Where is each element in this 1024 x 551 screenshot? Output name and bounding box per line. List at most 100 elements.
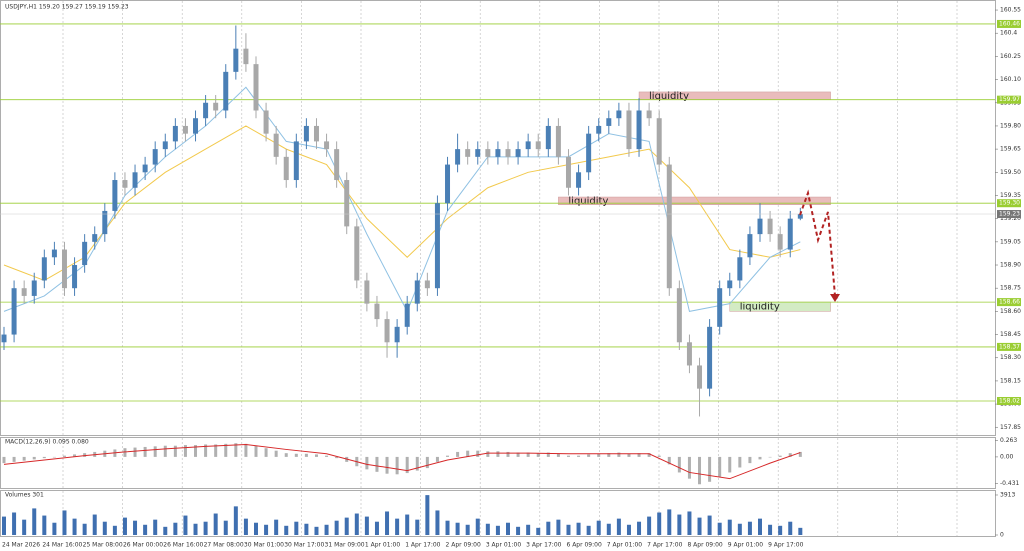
volume-bar: [243, 518, 248, 535]
macd-bar: [476, 450, 480, 457]
vertical-grid: [62, 1, 958, 536]
candle-body: [273, 133, 279, 157]
liquidity-zone: [558, 196, 831, 206]
volume-bar: [304, 523, 309, 535]
macd-bar: [506, 451, 510, 457]
candle-body: [364, 280, 370, 304]
y-tick-label: 158.90: [1000, 262, 1021, 269]
candle-body: [1, 334, 7, 343]
candle-body: [233, 48, 239, 72]
volume-bar: [506, 522, 510, 535]
volume-bar: [324, 524, 329, 535]
macd-bar: [637, 453, 641, 457]
volume-bar: [556, 519, 561, 535]
candle-body: [263, 110, 269, 134]
candle-body: [656, 118, 662, 165]
candle-body: [626, 110, 632, 150]
x-tick-label: 6 Apr 09:00: [566, 542, 601, 549]
volume-bar: [475, 518, 480, 535]
y-tick-label: 158.45: [1000, 331, 1021, 338]
candle-body: [717, 288, 723, 327]
candle-body: [334, 149, 340, 181]
y-tick-label: 159.20: [1000, 215, 1021, 222]
volume-bar: [12, 512, 17, 535]
candle-body: [72, 265, 78, 289]
candle-body: [303, 125, 309, 142]
macd-bar: [224, 443, 228, 457]
macd-bar: [264, 448, 268, 457]
volume-bar: [526, 524, 531, 535]
macd-bar: [748, 456, 752, 464]
macd-bar: [62, 455, 66, 457]
x-tick-label: 30 Mar 01:00: [244, 542, 284, 549]
candle-body: [293, 141, 299, 181]
x-tick-label: 25 Mar 08:00: [83, 542, 123, 549]
macd-bar: [456, 451, 460, 457]
macd-bar: [516, 452, 520, 457]
volume-title: Volumes 301: [5, 492, 44, 499]
macd-bar: [546, 452, 550, 457]
y-tick-label: -0.431: [1000, 480, 1020, 487]
volume-bar: [747, 521, 752, 535]
macd-bar: [556, 453, 560, 457]
level-tag: [997, 19, 1021, 28]
y-tick-label: 159.35: [1000, 192, 1021, 199]
volume-bar: [254, 522, 258, 535]
candle-body: [31, 280, 37, 296]
macd-bar: [234, 443, 238, 457]
macd-bar: [617, 452, 621, 457]
candle-body: [485, 149, 491, 157]
candle-body: [112, 180, 118, 211]
macd-bar: [768, 456, 772, 458]
macd-bar: [133, 447, 137, 457]
level-label: 158.02: [999, 398, 1020, 405]
level-label: 159.97: [999, 96, 1020, 103]
volume-bar: [163, 526, 168, 535]
macd-bar: [677, 456, 681, 473]
candle-body: [223, 71, 229, 111]
volume-bar: [586, 525, 591, 535]
candle-body: [646, 110, 652, 119]
y-tick-label: 158.75: [1000, 285, 1021, 292]
macd-bar: [425, 456, 429, 469]
macd-bar: [153, 446, 157, 457]
candle-body: [41, 257, 47, 281]
macd-bar: [415, 456, 419, 471]
x-tick-label: 24 Mar 16:00: [42, 542, 82, 549]
macd-bar: [708, 456, 712, 482]
volume-bar: [637, 521, 642, 535]
volume-bar: [32, 508, 37, 535]
macd-bar: [254, 445, 258, 457]
candle-body: [11, 288, 17, 335]
candle-body: [545, 125, 551, 150]
macd-bar: [647, 453, 651, 457]
volume-bar: [385, 511, 390, 535]
macd-bar: [566, 455, 570, 457]
candle-body: [565, 156, 571, 188]
y-tick-label: 158.60: [1000, 308, 1021, 315]
macd-bar: [385, 456, 389, 474]
candle-body: [455, 149, 461, 165]
volume-bar: [284, 525, 289, 535]
y-tick-label: 157.85: [1000, 424, 1021, 431]
macd-bar: [173, 445, 177, 457]
y-tick-label: 160.25: [1000, 53, 1021, 60]
current-price-label: 159.23: [999, 211, 1020, 218]
x-tick-label: 3 Apr 17:00: [526, 542, 561, 549]
arrow-head: [830, 294, 840, 302]
candle-body: [606, 118, 612, 126]
x-tick-label: 26 Mar 16:00: [163, 542, 203, 549]
volume-bar: [727, 519, 732, 535]
volume-bar: [122, 517, 127, 535]
macd-bar: [143, 446, 147, 457]
macd-bar: [687, 456, 691, 479]
candle-body: [525, 141, 531, 150]
candle-body: [424, 280, 430, 289]
macd-bar: [284, 453, 288, 457]
volume-bar: [435, 510, 440, 535]
macd-bar: [214, 444, 218, 457]
y-tick-label: 159.80: [1000, 122, 1021, 129]
volume-bar: [82, 523, 87, 535]
volume-bar: [536, 527, 541, 535]
candle-body: [162, 141, 168, 150]
